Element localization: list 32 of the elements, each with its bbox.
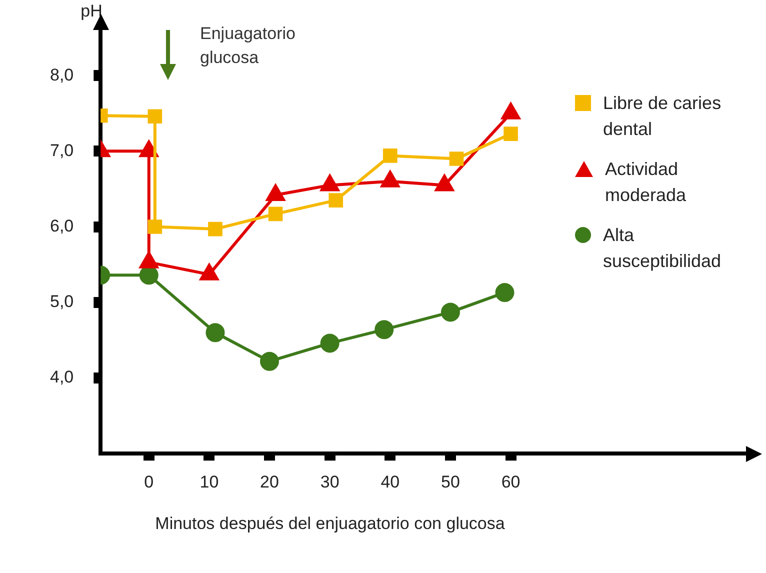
point — [495, 283, 514, 302]
point — [440, 302, 460, 322]
point — [328, 193, 344, 208]
x-tick-label: 50 — [440, 472, 460, 492]
point — [208, 222, 222, 236]
y-tick-label: 7,0 — [50, 140, 74, 160]
point — [260, 352, 280, 371]
point — [374, 320, 394, 340]
point — [148, 109, 162, 124]
x-axis-title: Minutos después del enjuagatorio con glucosa — [154, 513, 506, 535]
legend-label: Libre de caries dental — [603, 92, 722, 141]
x-tick-label: 40 — [380, 472, 400, 492]
y-tick-label: 8,0 — [50, 65, 74, 84]
point — [148, 220, 162, 234]
x-tick-label: 30 — [320, 472, 340, 492]
annotation: Enjuagatorio glucosa — [200, 23, 296, 69]
x-tick-label: 0 — [144, 472, 154, 492]
y-tick-label: 6,0 — [50, 216, 74, 236]
legend-label: Actividad moderada — [605, 158, 688, 207]
x-tick-label: 60 — [501, 472, 520, 492]
point — [206, 323, 225, 342]
x-tick-label: 10 — [200, 472, 219, 492]
y-tick-label: 5,0 — [50, 292, 74, 312]
y-tick-label: 4,0 — [50, 368, 74, 387]
point — [382, 148, 398, 163]
legend-label: Alta susceptibilidad — [603, 224, 722, 273]
point — [449, 152, 464, 166]
point — [504, 126, 518, 141]
y-axis-title: pH — [80, 1, 102, 20]
point — [268, 206, 283, 222]
x-tick-label: 20 — [260, 472, 279, 492]
point — [320, 334, 340, 353]
